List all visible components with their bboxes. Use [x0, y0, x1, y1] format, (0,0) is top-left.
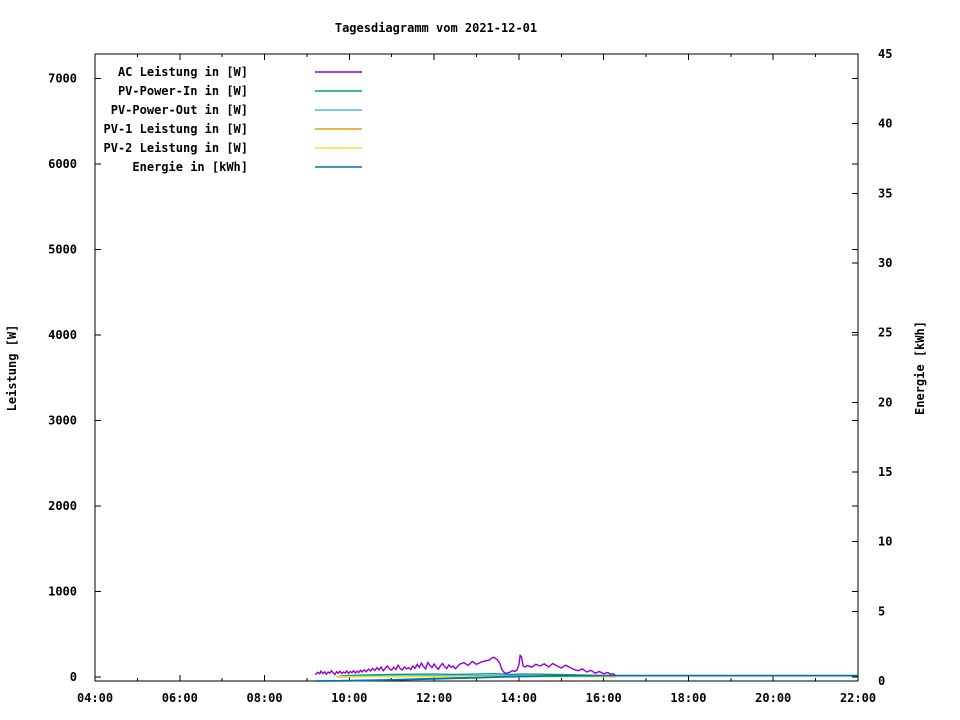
y2-axis-label: Energie [kWh] — [913, 321, 927, 415]
legend: AC Leistung in [W] PV-Power-In in [W] PV-P… — [104, 65, 362, 174]
x-tick-label: 14:00 — [501, 691, 537, 705]
legend-label: PV-Power-Out in [W] — [111, 103, 248, 117]
legend-item: PV-1 Leistung in [W] — [104, 122, 362, 136]
y2-tick-label: 40 — [878, 117, 892, 131]
y-tick-label: 0 — [70, 670, 77, 684]
y2-tick-label: 20 — [878, 395, 892, 409]
x-tick-label: 12:00 — [416, 691, 452, 705]
y-tick-label: 4000 — [48, 328, 77, 342]
x-tick-label: 08:00 — [246, 691, 282, 705]
y2-tick-label: 15 — [878, 465, 892, 479]
y2-tick-label: 10 — [878, 535, 892, 549]
legend-item: PV-Power-Out in [W] — [111, 103, 362, 117]
series-layer — [314, 653, 858, 682]
y2-tick-label: 35 — [878, 186, 892, 200]
y2-tick-label: 5 — [878, 604, 885, 618]
legend-label: AC Leistung in [W] — [118, 65, 248, 79]
legend-label: PV-Power-In in [W] — [118, 84, 248, 98]
x-tick-label: 06:00 — [162, 691, 198, 705]
chart-title: Tagesdiagramm vom 2021-12-01 — [335, 21, 537, 35]
legend-label: PV-2 Leistung in [W] — [104, 141, 249, 155]
legend-label: Energie in [kWh] — [132, 160, 248, 174]
x-tick-label: 16:00 — [586, 691, 622, 705]
y-tick-label: 7000 — [48, 72, 77, 86]
x-tick-label: 22:00 — [840, 691, 876, 705]
y-tick-label: 5000 — [48, 243, 77, 257]
y-tick-label: 3000 — [48, 414, 77, 428]
x-tick-label: 18:00 — [670, 691, 706, 705]
y2-tick-label: 25 — [878, 326, 892, 340]
x-tick-label: 04:00 — [77, 691, 113, 705]
y2-tick-label: 30 — [878, 256, 892, 270]
legend-item: Energie in [kWh] — [132, 160, 362, 174]
x-tick-label: 10:00 — [331, 691, 367, 705]
legend-item: AC Leistung in [W] — [118, 65, 362, 79]
y-tick-label: 6000 — [48, 157, 77, 171]
axes-layer: 04:00 06:00 08:00 10:00 12:00 14:00 16:00 18:00… — [48, 47, 892, 705]
y-tick-label: 1000 — [48, 584, 77, 598]
series-line-ac-leistung-in-w — [314, 653, 616, 676]
y2-tick-label: 45 — [878, 47, 892, 61]
series-line-pv-power-in-in-w — [336, 672, 617, 678]
y-axis-label: Leistung [W] — [5, 325, 19, 412]
legend-label: PV-1 Leistung in [W] — [104, 122, 249, 136]
series-line-energie-in-kwh — [315, 674, 858, 682]
x-tick-label: 20:00 — [755, 691, 791, 705]
legend-item: PV-Power-In in [W] — [118, 84, 362, 98]
y2-tick-label: 0 — [878, 674, 885, 688]
y-tick-label: 2000 — [48, 499, 77, 513]
legend-item: PV-2 Leistung in [W] — [104, 141, 362, 155]
